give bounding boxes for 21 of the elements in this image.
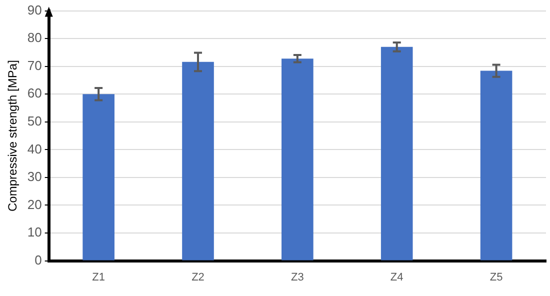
bar <box>380 46 413 260</box>
bar <box>480 70 512 260</box>
y-tick-label: 90 <box>27 2 42 18</box>
x-tick-label: Z4 <box>390 271 404 284</box>
bar <box>182 62 214 260</box>
bar <box>82 94 114 260</box>
x-tick-label: Z2 <box>192 271 204 284</box>
y-tick-label: 70 <box>27 58 42 73</box>
x-tick-label: Z5 <box>490 271 503 284</box>
bar <box>282 58 314 260</box>
y-tick-label: 20 <box>27 196 42 212</box>
y-tick-label: 0 <box>34 252 42 268</box>
y-tick-label: 40 <box>27 141 42 156</box>
y-tick-label: 30 <box>27 169 42 184</box>
x-tick-label: Z1 <box>92 271 105 284</box>
y-tick-label: 80 <box>27 30 42 46</box>
y-tick-label: 50 <box>27 113 42 128</box>
y-tick-label: 60 <box>27 86 42 101</box>
x-tick-label: Z3 <box>291 271 304 284</box>
y-tick-label: 10 <box>27 224 42 240</box>
y-axis-title: Compressive strength [MPa] <box>6 60 20 212</box>
